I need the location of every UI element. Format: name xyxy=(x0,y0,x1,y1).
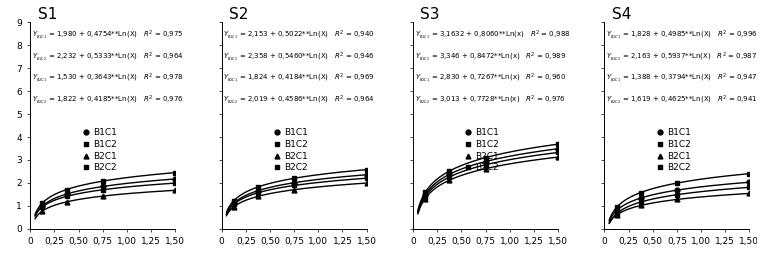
Text: $Y_{_{B1C1}}$ = 3,1632 + 0,8060**Ln(x)   $R^2$ = 0,988: $Y_{_{B1C1}}$ = 3,1632 + 0,8060**Ln(x) $… xyxy=(415,28,570,42)
Text: $Y_{_{B2C1}}$ = 1,530 + 0,3643**Ln(X)   $R^2$ = 0,978: $Y_{_{B2C1}}$ = 1,530 + 0,3643**Ln(X) $R… xyxy=(32,72,183,85)
Legend: B1C1, B1C2, B2C1, B2C2: B1C1, B1C2, B2C1, B2C2 xyxy=(461,125,503,176)
Text: $Y_{_{B2C1}}$ = 1,824 + 0,4184**Ln(X)   $R^2$ = 0,969: $Y_{_{B2C1}}$ = 1,824 + 0,4184**Ln(X) $R… xyxy=(223,72,375,85)
Text: $Y_{_{B2C1}}$ = 1,388 + 0,3794**Ln(X)   $R^2$ = 0,947: $Y_{_{B2C1}}$ = 1,388 + 0,3794**Ln(X) $R… xyxy=(606,72,757,85)
Text: $Y_{_{B1C1}}$ = 2,153 + 0,5022**Ln(X)   $R^2$ = 0,940: $Y_{_{B1C1}}$ = 2,153 + 0,5022**Ln(X) $R… xyxy=(223,28,375,42)
Text: $Y_{_{B2C2}}$ = 2,019 + 0,4586**Ln(X)   $R^2$ = 0,964: $Y_{_{B2C2}}$ = 2,019 + 0,4586**Ln(X) $R… xyxy=(223,93,375,107)
Text: $Y_{_{B1C1}}$ = 1,980 + 0,4754**Ln(X)   $R^2$ = 0,975: $Y_{_{B1C1}}$ = 1,980 + 0,4754**Ln(X) $R… xyxy=(32,28,183,42)
Legend: B1C1, B1C2, B2C1, B2C2: B1C1, B1C2, B2C1, B2C2 xyxy=(78,125,120,176)
Text: $Y_{_{B2C2}}$ = 3,013 + 0,7728**Ln(x)   $R^2$ = 0,976: $Y_{_{B2C2}}$ = 3,013 + 0,7728**Ln(x) $R… xyxy=(415,93,565,107)
Text: $Y_{_{B2C2}}$ = 1,619 + 0,4625**Ln(X)   $R^2$ = 0,941: $Y_{_{B2C2}}$ = 1,619 + 0,4625**Ln(X) $R… xyxy=(606,93,757,107)
Text: $Y_{_{B1C2}}$ = 2,163 + 0,5937**Ln(X)   $R^2$ = 0,987: $Y_{_{B1C2}}$ = 2,163 + 0,5937**Ln(X) $R… xyxy=(606,50,757,64)
Text: S1: S1 xyxy=(38,7,57,22)
Text: $Y_{_{B1C2}}$ = 2,358 + 0,5460**Ln(X)   $R^2$ = 0,946: $Y_{_{B1C2}}$ = 2,358 + 0,5460**Ln(X) $R… xyxy=(223,50,375,64)
Text: $Y_{_{B2C1}}$ = 2,830 + 0,7267**Ln(x)   $R^2$ = 0,960: $Y_{_{B2C1}}$ = 2,830 + 0,7267**Ln(x) $R… xyxy=(415,72,565,85)
Legend: B1C1, B1C2, B2C1, B2C2: B1C1, B1C2, B2C1, B2C2 xyxy=(269,125,312,176)
Text: $Y_{_{B1C2}}$ = 3,346 + 0,8472**Ln(x)   $R^2$ = 0,989: $Y_{_{B1C2}}$ = 3,346 + 0,8472**Ln(x) $R… xyxy=(415,50,565,64)
Text: $Y_{_{B2C2}}$ = 1,822 + 0,4185**Ln(X)   $R^2$ = 0,976: $Y_{_{B2C2}}$ = 1,822 + 0,4185**Ln(X) $R… xyxy=(32,93,183,107)
Text: S4: S4 xyxy=(612,7,631,22)
Text: $Y_{_{B1C2}}$ = 2,232 + 0,5333**Ln(X)   $R^2$ = 0,964: $Y_{_{B1C2}}$ = 2,232 + 0,5333**Ln(X) $R… xyxy=(32,50,183,64)
Legend: B1C1, B1C2, B2C1, B2C2: B1C1, B1C2, B2C1, B2C2 xyxy=(653,125,694,176)
Text: S2: S2 xyxy=(229,7,248,22)
Text: $Y_{_{B1C1}}$ = 1,828 + 0,4985**Ln(X)   $R^2$ = 0,996: $Y_{_{B1C1}}$ = 1,828 + 0,4985**Ln(X) $R… xyxy=(606,28,757,42)
Text: S3: S3 xyxy=(420,7,440,22)
